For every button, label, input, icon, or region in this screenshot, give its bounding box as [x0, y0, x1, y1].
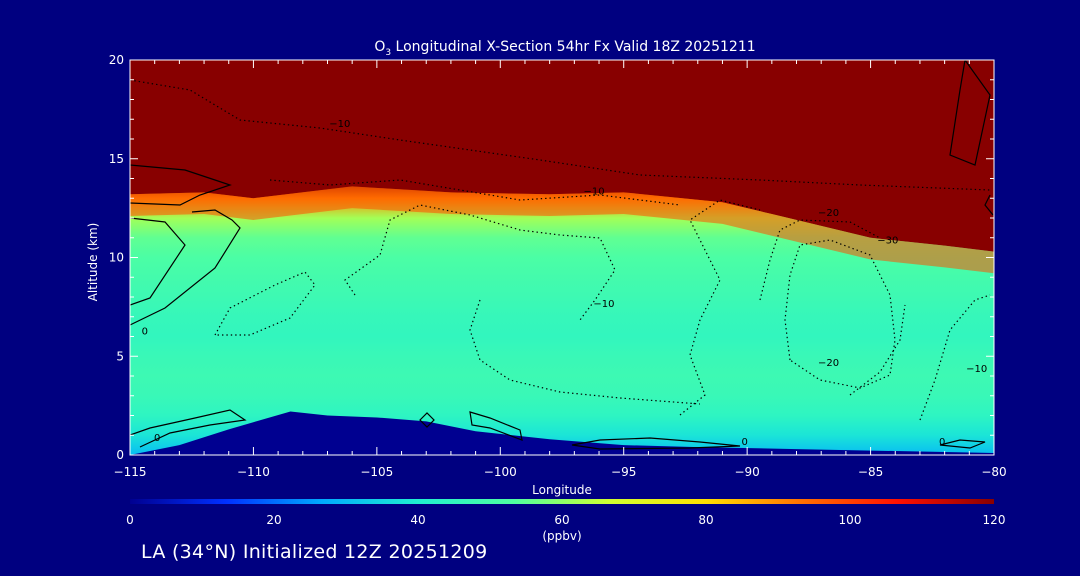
- x-tick-label: −100: [484, 465, 517, 479]
- contour-solid-8: [949, 60, 991, 166]
- contour-label-9: 0: [741, 437, 747, 448]
- y-tick-label: 20: [109, 53, 124, 67]
- contour-label-4: −10: [593, 299, 614, 310]
- y-tick-label: 5: [116, 349, 124, 363]
- chart-title-rest: Longitudinal X-Section 54hr Fx Valid 18Z…: [391, 39, 756, 55]
- contour-label-5: −20: [818, 358, 839, 369]
- colorbar-tick-label: 60: [554, 513, 569, 527]
- contour-dotted-4: [469, 299, 701, 405]
- contour-label-10: 0: [939, 437, 945, 448]
- plot-area: −10 −10 −20 −30 −10 −20 −10 0 0 0 0: [130, 60, 994, 455]
- y-axis-ticks: 0 5 10 15 20: [109, 53, 994, 462]
- contour-label-1: −10: [584, 186, 605, 197]
- contour-lines: [130, 60, 994, 450]
- x-tick-label: −95: [611, 465, 636, 479]
- x-tick-label: −105: [360, 465, 393, 479]
- y-tick-label: 15: [109, 152, 124, 166]
- x-tick-label: −80: [981, 465, 1006, 479]
- x-tick-label: −85: [858, 465, 883, 479]
- colorbar-tick-label: 20: [266, 513, 281, 527]
- x-axis-ticks: −115 −110 −105 −100 −95 −90 −85 −80: [114, 60, 1007, 479]
- colorbar-label: (ppbv): [542, 529, 581, 543]
- chart-title-prefix: O: [374, 39, 385, 55]
- contour-dotted-9: [849, 304, 906, 396]
- contour-label-3: −30: [877, 236, 898, 247]
- contour-solid-9: [984, 194, 994, 216]
- contour-dotted-3: [344, 204, 616, 321]
- x-tick-label: −90: [734, 465, 759, 479]
- colorbar-tick-label: 40: [410, 513, 425, 527]
- terrain-mask: [130, 411, 994, 455]
- contour-solid-0: [130, 164, 232, 206]
- colorbar-ticks: 0 20 40 60 80 100 120: [126, 513, 1005, 527]
- contour-label-6: −10: [966, 364, 987, 375]
- colorbar-tick-label: 0: [126, 513, 134, 527]
- contour-dotted-2: [213, 271, 316, 336]
- contour-solid-6: [571, 437, 741, 450]
- x-tick-label: −110: [237, 465, 270, 479]
- colorbar-tick-label: 100: [839, 513, 862, 527]
- contour-solid-5: [469, 411, 523, 441]
- tropopause-glow: [130, 186, 994, 274]
- y-axis-label: Altitude (km): [86, 223, 100, 302]
- x-axis-label: Longitude: [532, 483, 592, 497]
- contour-label-7: 0: [142, 327, 148, 338]
- colorbar-tick-label: 120: [983, 513, 1006, 527]
- contour-label-8: 0: [154, 433, 160, 444]
- contour-solid-7: [939, 439, 986, 449]
- colorbar-tick-label: 80: [698, 513, 713, 527]
- footer-init-text: LA (34°N) Initialized 12Z 20251209: [141, 541, 488, 563]
- contour-solid-2: [130, 209, 241, 326]
- contour-label-0: −10: [329, 119, 350, 130]
- y-tick-label: 10: [109, 251, 124, 265]
- chart-title: O3 Longitudinal X-Section 54hr Fx Valid …: [374, 39, 755, 58]
- stratosphere-region: [130, 60, 994, 252]
- contour-labels: −10 −10 −20 −30 −10 −20 −10 0 0 0 0: [142, 119, 988, 448]
- contour-solid-1: [130, 217, 186, 306]
- x-tick-label: −115: [114, 465, 147, 479]
- colorbar: [130, 499, 994, 504]
- y-tick-label: 0: [116, 448, 124, 462]
- contour-label-2: −20: [818, 208, 839, 219]
- contour-dotted-7: [759, 219, 881, 301]
- chart-title-subscript: 3: [385, 48, 391, 58]
- contour-solid-3: [130, 409, 247, 448]
- contour-solid-4: [419, 412, 435, 428]
